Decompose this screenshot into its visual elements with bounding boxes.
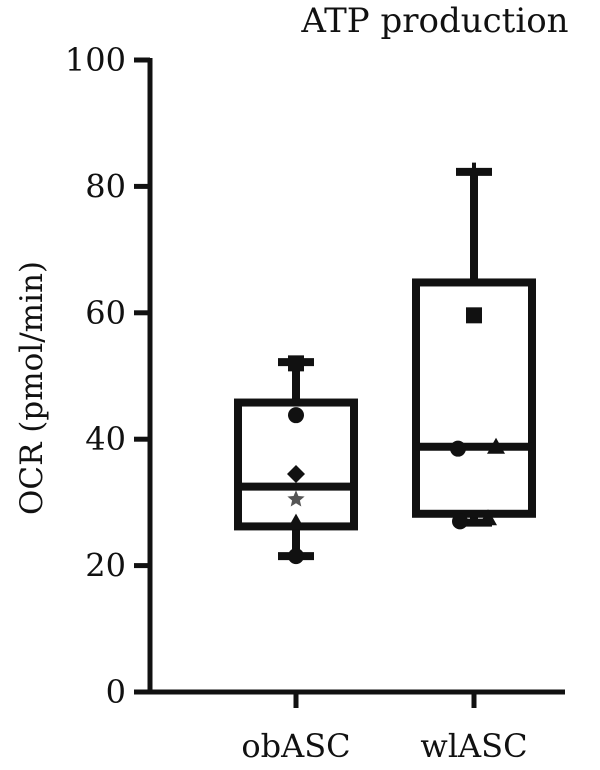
data-point-circle: [450, 440, 466, 457]
y-axis-label: OCR (pmol/min): [14, 261, 50, 515]
box-obASC: [234, 355, 358, 565]
data-point-plus: [466, 162, 482, 179]
data-point-square: [466, 307, 482, 324]
data-point-star: [287, 490, 305, 507]
data-point-triangle: [487, 437, 505, 454]
x-tick-label-wlASC: wlASC: [420, 727, 527, 765]
data-point-circle: [288, 407, 304, 424]
y-tick-label: 20: [85, 547, 126, 585]
y-tick-label: 100: [65, 41, 126, 79]
data-point-triangle: [479, 509, 497, 526]
y-tick-label: 80: [85, 167, 126, 205]
data-point-square: [288, 355, 304, 372]
data-point-diamond: [287, 464, 305, 483]
data-point-circle: [452, 513, 468, 530]
boxes: [234, 162, 536, 565]
x-tick-label-obASC: obASC: [241, 727, 350, 765]
y-tick-label: 60: [85, 294, 126, 332]
y-tick-label: 0: [106, 673, 126, 711]
y-tick-label: 40: [85, 420, 126, 458]
box-wlASC: [412, 162, 536, 530]
data-point-triangle: [287, 513, 305, 530]
axes: 0 20 40 60 80 100 obASC wlASC: [65, 41, 565, 765]
chart-title: ATP production: [300, 1, 568, 41]
data-point-circle: [288, 548, 304, 565]
